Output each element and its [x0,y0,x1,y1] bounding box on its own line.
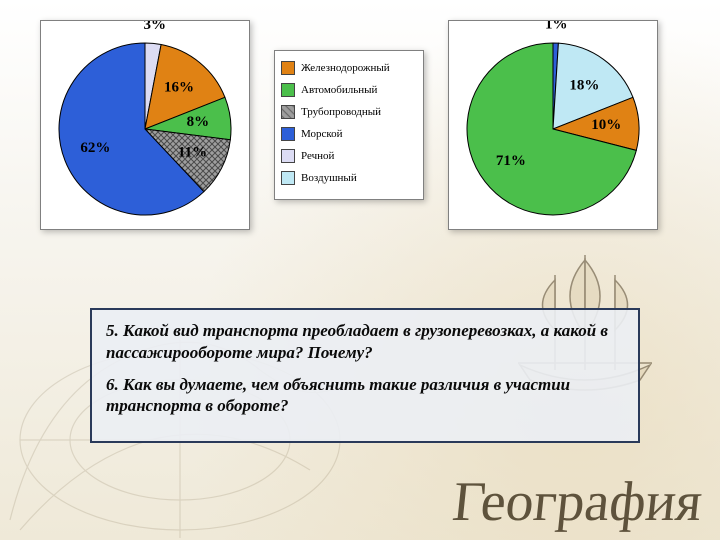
legend-item: Автомобильный [281,79,419,101]
legend-swatch [281,149,295,163]
pie-label: 1% [545,21,568,32]
legend-swatch [281,61,295,75]
pie-label: 16% [164,79,194,95]
legend-item: Трубопроводный [281,101,419,123]
legend-swatch [281,127,295,141]
pie-label: 10% [591,117,621,133]
pie-label: 3% [144,21,167,33]
legend-label: Морской [301,128,343,140]
pie-left-freight: 3% 16% 8% 11% 62% [40,20,250,230]
pie-label: 71% [496,153,526,169]
legend-label: Речной [301,150,334,162]
legend-item: Речной [281,145,419,167]
legend-label: Железнодорожный [301,62,390,74]
legend-swatch [281,105,295,119]
question-6: 6. Как вы думаете, чем объяснить такие р… [106,374,624,418]
pie-right-passenger: 1% 18% 10% 71% [448,20,658,230]
legend-swatch [281,171,295,185]
legend-label: Автомобильный [301,84,377,96]
question-5: 5. Какой вид транспорта преобладает в гр… [106,320,624,364]
legend-label: Трубопроводный [301,106,381,118]
question-box: 5. Какой вид транспорта преобладает в гр… [90,308,640,443]
legend-item: Морской [281,123,419,145]
legend-item: Железнодорожный [281,57,419,79]
legend-box: Железнодорожный Автомобильный Трубопроводн… [274,50,424,200]
slide: 3% 16% 8% 11% 62% Железнодорожный Автомобильн… [0,0,720,540]
legend-item: Воздушный [281,167,419,189]
legend-swatch [281,83,295,97]
pie-label: 62% [80,140,110,156]
pie-label: 18% [569,77,599,93]
subject-title: География [450,470,706,534]
charts-row: 3% 16% 8% 11% 62% Железнодорожный Автомобильн… [40,20,700,290]
pie-label: 8% [187,114,210,130]
pie-label: 11% [178,145,207,161]
legend-label: Воздушный [301,172,357,184]
